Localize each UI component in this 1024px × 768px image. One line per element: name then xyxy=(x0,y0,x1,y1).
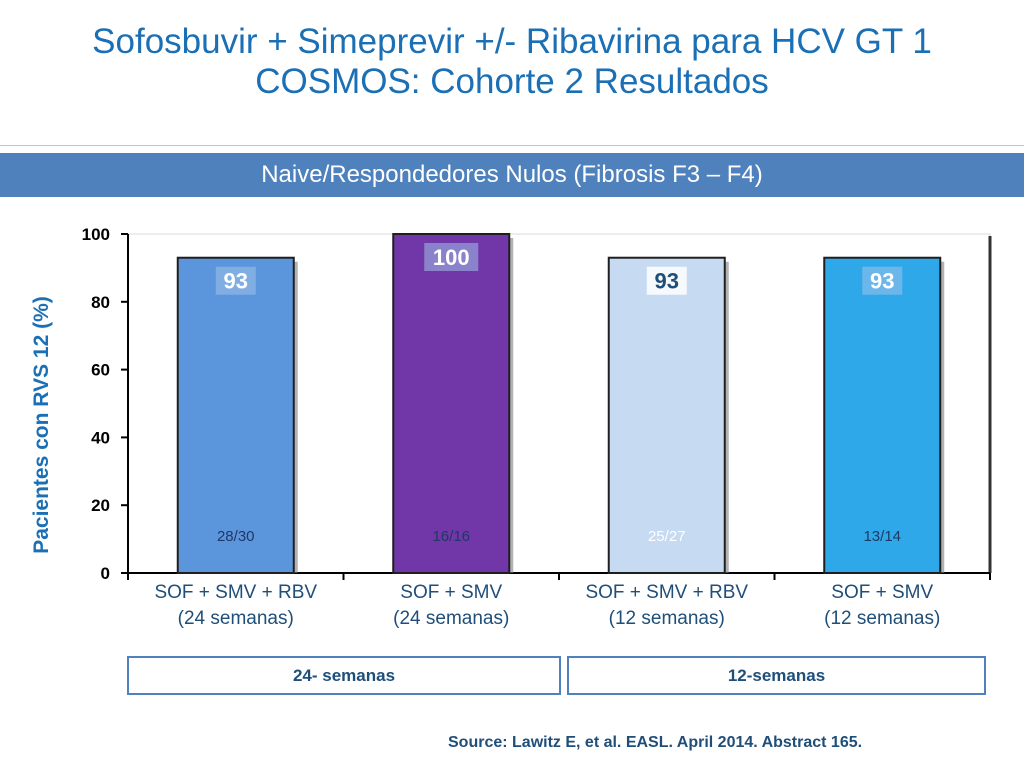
y-tick-label: 60 xyxy=(91,361,110,380)
bar-chart: 0 20 40 60 80 100 93 28/30 SOF + SMV + RBV (24 se… xyxy=(82,225,992,629)
x-category-label: (12 semanas) xyxy=(824,608,940,629)
bar xyxy=(607,256,726,574)
value-label: 93 xyxy=(224,269,248,294)
bar xyxy=(823,256,942,574)
bar xyxy=(176,256,295,574)
x-category-label: SOF + SMV + RBV xyxy=(585,582,748,603)
value-label-box xyxy=(424,243,479,271)
fraction-label: 16/16 xyxy=(432,528,470,545)
fraction-label: 28/30 xyxy=(217,528,255,545)
slide-title: Sofosbuvir + Simeprevir +/- Ribavirina p… xyxy=(0,22,1024,102)
value-label: 93 xyxy=(655,269,679,294)
x-category-label: SOF + SMV xyxy=(831,582,933,603)
fraction-label: 13/14 xyxy=(863,528,901,545)
y-tick-label: 20 xyxy=(91,496,110,515)
y-tick-label: 0 xyxy=(101,564,110,583)
y-tick-label: 100 xyxy=(82,225,110,244)
y-tick-label: 80 xyxy=(91,293,110,312)
fraction-label: 25/27 xyxy=(648,528,686,545)
x-category-label: SOF + SMV + RBV xyxy=(154,582,317,603)
value-label: 93 xyxy=(870,269,894,294)
bar xyxy=(392,233,511,574)
x-category-label: SOF + SMV xyxy=(400,582,502,603)
subtitle-banner: Naive/Respondedores Nulos (Fibrosis F3 –… xyxy=(0,153,1024,197)
source-citation: Source: Lawitz E, et al. EASL. April 201… xyxy=(448,734,863,751)
x-category-label: (24 semanas) xyxy=(393,608,509,629)
value-label-box xyxy=(215,266,256,295)
value-label-box xyxy=(862,266,903,295)
y-tick-label: 40 xyxy=(91,428,110,447)
group-box-24-weeks: 24- semanas xyxy=(127,656,561,695)
title-line-1: Sofosbuvir + Simeprevir +/- Ribavirina p… xyxy=(92,22,932,61)
x-category-label: (12 semanas) xyxy=(609,608,725,629)
title-line-2: COSMOS: Cohorte 2 Resultados xyxy=(255,62,769,101)
title-divider xyxy=(0,145,1024,146)
group-box-12-weeks: 12-semanas xyxy=(567,656,986,695)
x-category-label: (24 semanas) xyxy=(178,608,294,629)
value-label-box xyxy=(646,266,687,295)
value-label: 100 xyxy=(433,245,470,270)
